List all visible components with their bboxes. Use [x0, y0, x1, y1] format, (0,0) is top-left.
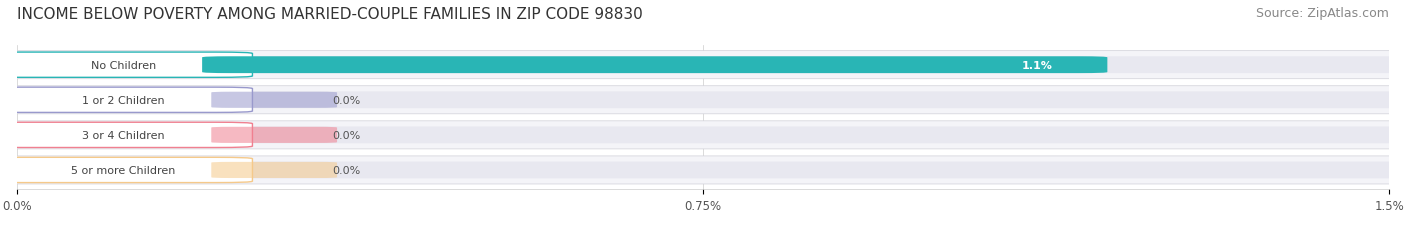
FancyBboxPatch shape — [193, 127, 1406, 144]
FancyBboxPatch shape — [0, 53, 253, 78]
Text: 0.0%: 0.0% — [332, 165, 361, 175]
FancyBboxPatch shape — [0, 121, 1406, 149]
Text: Source: ZipAtlas.com: Source: ZipAtlas.com — [1256, 7, 1389, 20]
Text: No Children: No Children — [90, 61, 156, 70]
FancyBboxPatch shape — [0, 123, 253, 148]
FancyBboxPatch shape — [0, 158, 253, 183]
Text: INCOME BELOW POVERTY AMONG MARRIED-COUPLE FAMILIES IN ZIP CODE 98830: INCOME BELOW POVERTY AMONG MARRIED-COUPL… — [17, 7, 643, 22]
Text: 1.1%: 1.1% — [1022, 61, 1053, 70]
FancyBboxPatch shape — [211, 162, 337, 178]
FancyBboxPatch shape — [0, 86, 1406, 114]
FancyBboxPatch shape — [0, 52, 1406, 79]
Text: 5 or more Children: 5 or more Children — [72, 165, 176, 175]
FancyBboxPatch shape — [0, 88, 253, 113]
FancyBboxPatch shape — [193, 92, 1406, 109]
Text: 3 or 4 Children: 3 or 4 Children — [82, 130, 165, 140]
FancyBboxPatch shape — [193, 162, 1406, 179]
FancyBboxPatch shape — [202, 57, 1108, 74]
FancyBboxPatch shape — [211, 127, 337, 143]
Text: 0.0%: 0.0% — [332, 130, 361, 140]
FancyBboxPatch shape — [211, 92, 337, 108]
Text: 1 or 2 Children: 1 or 2 Children — [82, 95, 165, 105]
FancyBboxPatch shape — [193, 57, 1406, 74]
Text: 0.0%: 0.0% — [332, 95, 361, 105]
FancyBboxPatch shape — [0, 156, 1406, 184]
